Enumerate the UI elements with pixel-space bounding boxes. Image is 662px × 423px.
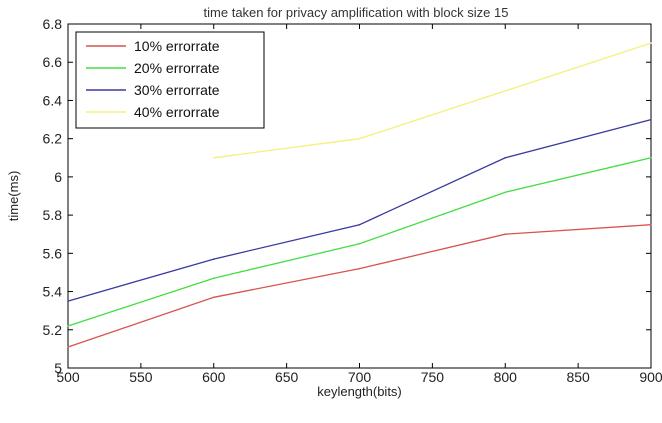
x-tick-label: 600: [202, 369, 226, 385]
data-point: [358, 223, 361, 226]
data-point: [650, 156, 652, 159]
data-point: [67, 300, 69, 302]
y-tick-label: 5.8: [43, 207, 63, 223]
y-tick-label: 6: [54, 169, 62, 185]
chart-title: time taken for privacy amplification wit…: [204, 5, 509, 20]
y-tick-label: 6.8: [43, 16, 63, 32]
y-tick-label: 5: [54, 360, 62, 376]
data-point: [358, 242, 361, 245]
data-point: [67, 346, 69, 348]
legend-label: 10% errorrate: [134, 38, 220, 54]
legend: 10% errorrate 20% errorrate 30% errorrate 4…: [75, 31, 265, 129]
axis-ticks: 500 550 600 650 700 750 800 850 900 5 5.2 5.4 5.6 5.8…: [43, 16, 662, 385]
y-tick-label: 5.6: [43, 245, 63, 261]
data-point: [67, 325, 69, 327]
data-point: [504, 90, 507, 92]
x-tick-label: 500: [56, 369, 80, 385]
y-tick-label: 5.2: [43, 322, 63, 338]
x-tick-label: 550: [129, 369, 153, 385]
x-tick-label: 850: [566, 369, 590, 385]
x-tick-label: 900: [639, 369, 662, 385]
data-point: [212, 258, 215, 260]
data-point: [358, 267, 361, 270]
data-point: [212, 156, 215, 159]
data-point: [650, 118, 652, 121]
data-point: [504, 156, 507, 159]
data-point: [504, 233, 507, 236]
legend-label: 20% errorrate: [134, 60, 220, 76]
data-point: [212, 296, 215, 299]
y-tick-label: 6.2: [43, 131, 63, 147]
x-tick-label: 800: [494, 369, 518, 385]
x-tick-label: 650: [275, 369, 299, 385]
y-axis-title: time(ms): [6, 171, 21, 222]
series-lines: [67, 42, 652, 348]
data-point: [358, 137, 361, 140]
x-tick-label: 700: [348, 369, 372, 385]
data-point: [650, 42, 652, 44]
y-tick-label: 6.4: [43, 92, 63, 108]
x-axis-title: keylength(bits): [317, 384, 402, 399]
x-tick-label: 750: [421, 369, 445, 385]
data-point: [650, 223, 652, 226]
series-line-4: [213, 42, 652, 159]
data-point: [212, 277, 215, 279]
y-tick-label: 5.4: [43, 284, 63, 300]
legend-label: 30% errorrate: [134, 82, 220, 98]
y-tick-label: 6.6: [43, 54, 63, 70]
legend-label: 40% errorrate: [134, 104, 220, 120]
data-point: [504, 191, 507, 193]
